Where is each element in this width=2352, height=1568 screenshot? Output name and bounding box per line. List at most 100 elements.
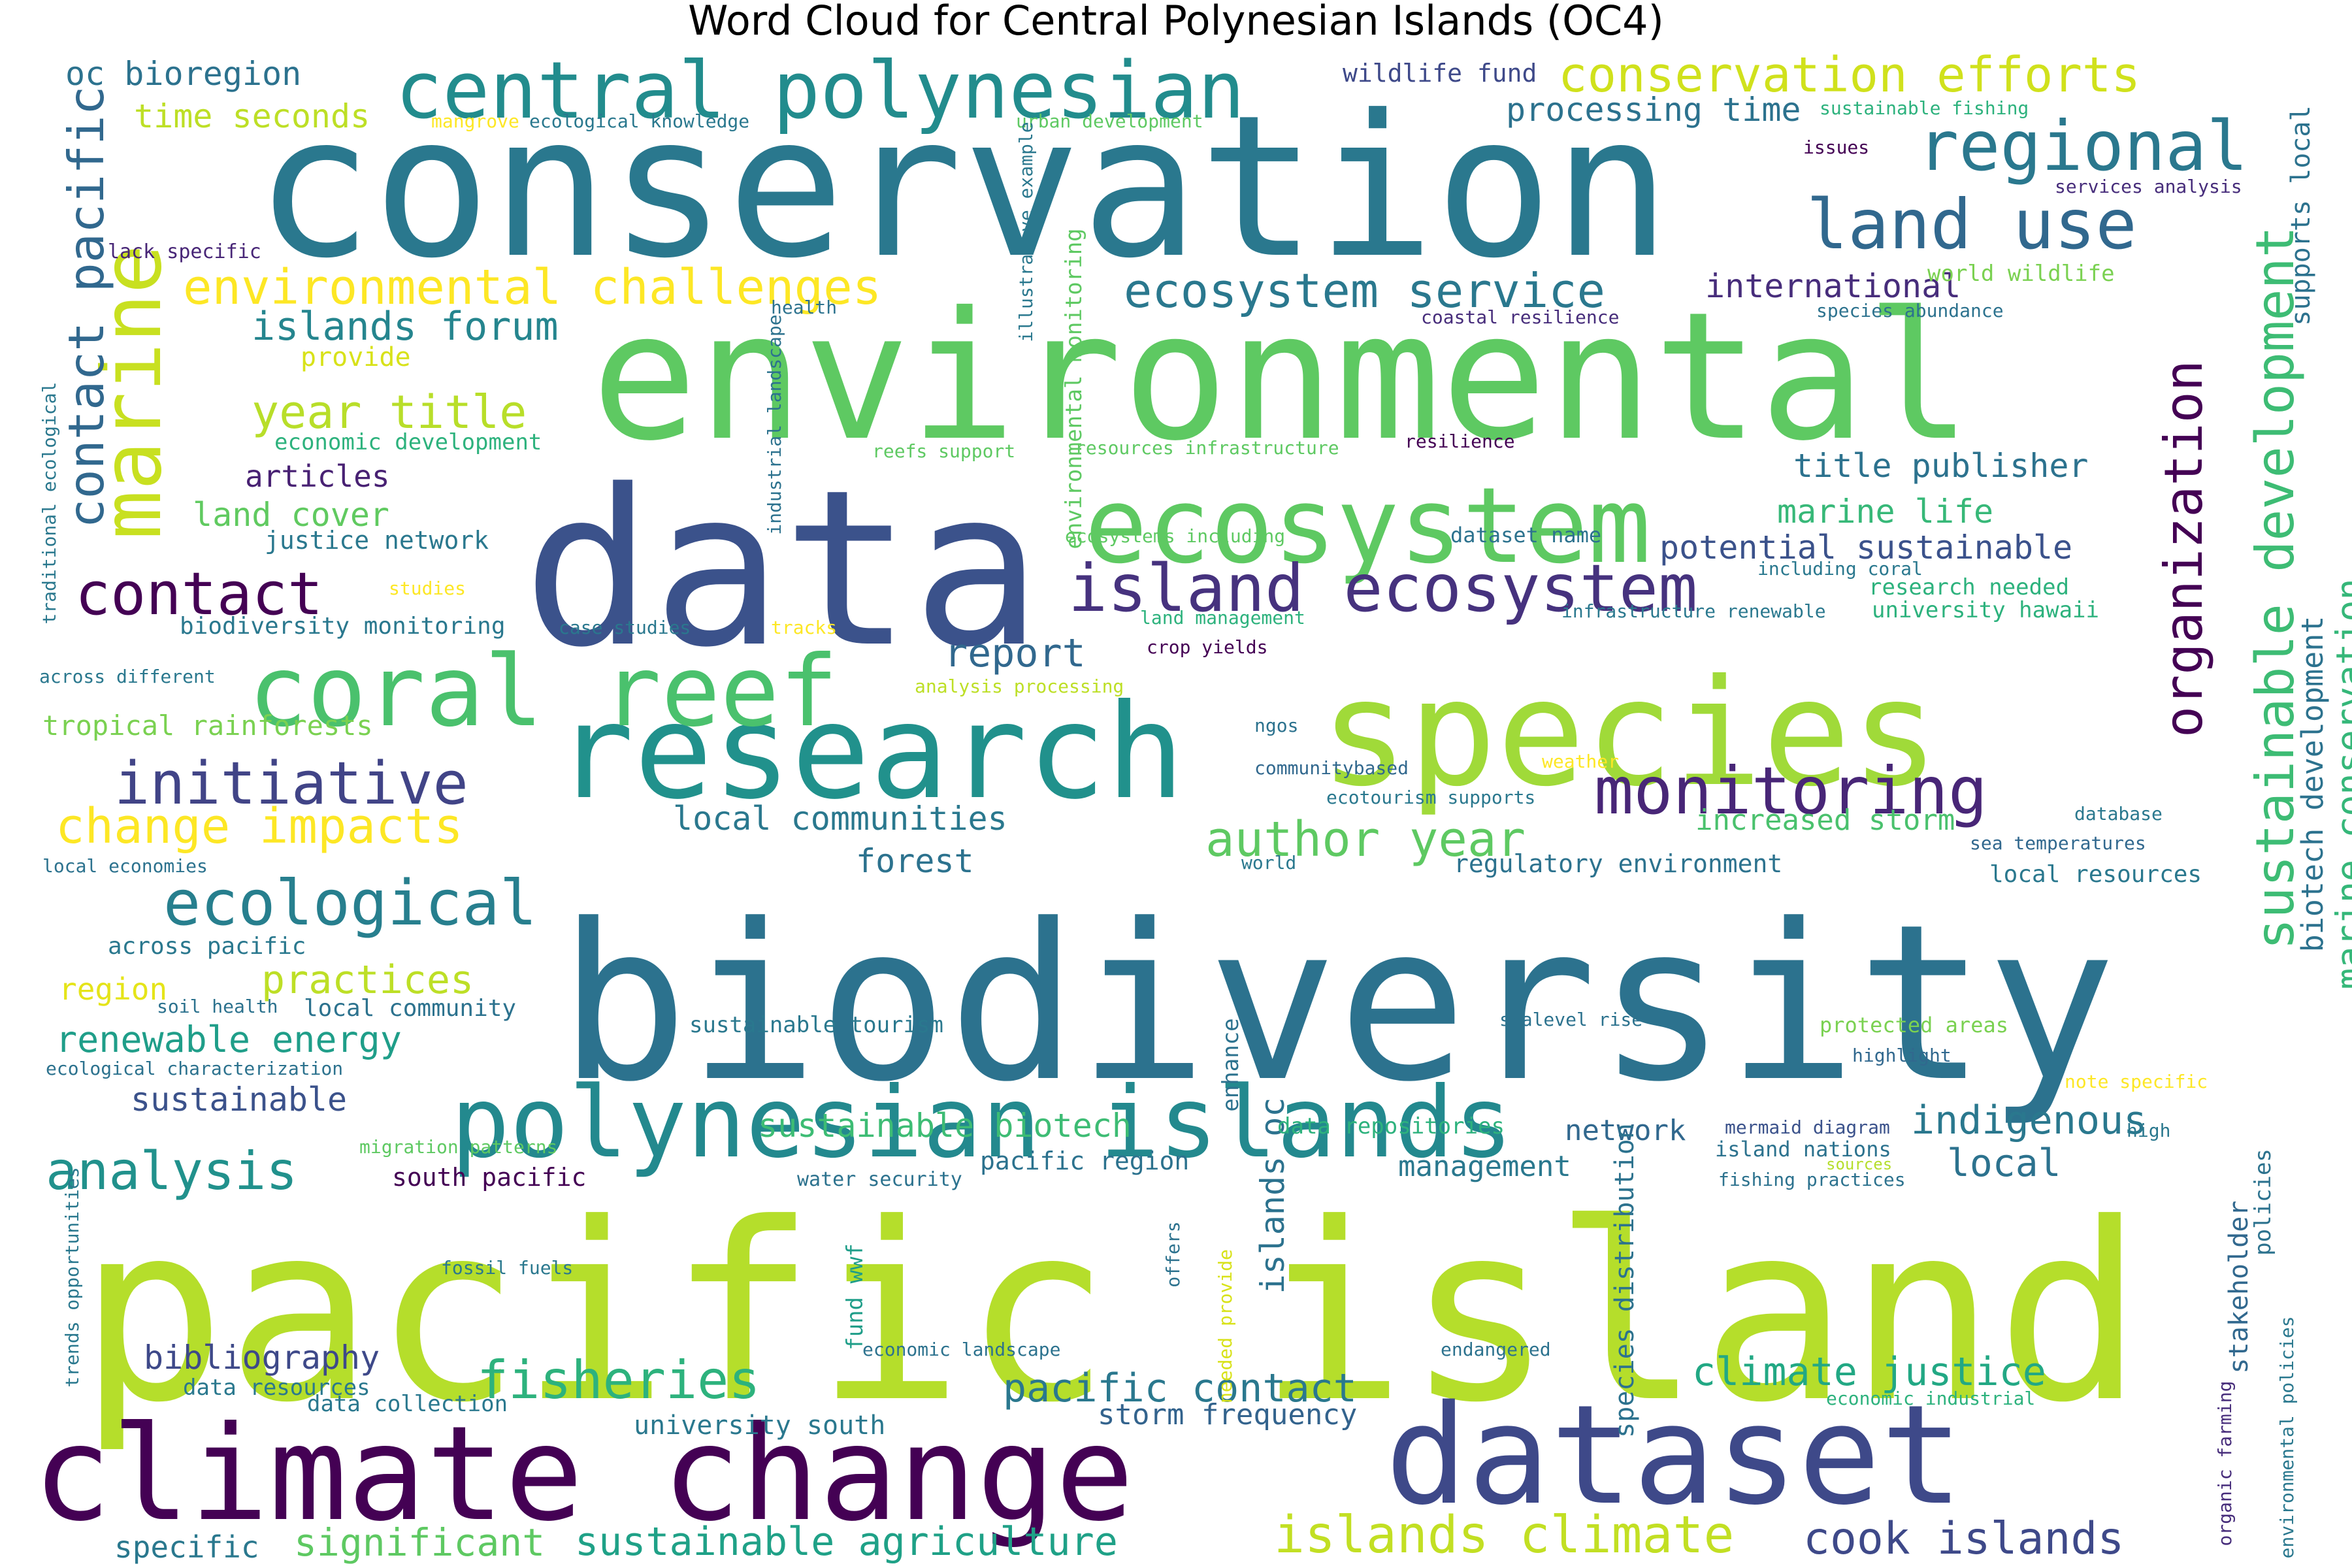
word-species-distribution: species distribution — [1610, 1123, 1640, 1438]
word-case-studies: case studies — [559, 617, 691, 638]
word-management: management — [1398, 1150, 1571, 1183]
word-biodiversity-monitoring: biodiversity monitoring — [180, 613, 506, 640]
word-regulatory-environment: regulatory environment — [1454, 849, 1782, 878]
word-across-pacific: across pacific — [108, 933, 306, 960]
word-fund-wwf: fund wwf — [842, 1243, 868, 1350]
word-world: world — [1241, 852, 1296, 874]
word-industrial-landscape: industrial landscape — [764, 314, 785, 534]
word-significant: significant — [294, 1520, 545, 1565]
word-island-ecosystem: island ecosystem — [1068, 550, 1697, 627]
word-services-analysis: services analysis — [2055, 176, 2242, 197]
word-world-wildlife: world wildlife — [1927, 261, 2115, 287]
word-international: international — [1705, 267, 1961, 305]
word-studies: studies — [389, 578, 466, 599]
word-needed-provide: needed provide — [1215, 1249, 1236, 1403]
word-university-south: university south — [634, 1411, 885, 1441]
word-polynesian-islands: polynesian islands — [451, 1066, 1513, 1180]
word-economic-development: economic development — [274, 429, 542, 455]
word-resilience: resilience — [1405, 431, 1515, 452]
word-pacific-island: pacific island — [78, 1171, 2144, 1456]
word-sealevel-rise: sealevel rise — [1499, 1009, 1642, 1030]
word-storm-frequency: storm frequency — [1098, 1398, 1357, 1431]
word-high: high — [2127, 1120, 2170, 1141]
word-central-polynesian: central polynesian — [395, 46, 1245, 137]
word-environmental: environmental — [591, 274, 1972, 480]
word-lack-specific: lack specific — [108, 240, 261, 263]
word-pacific-contact: pacific contact — [1003, 1365, 1357, 1411]
word-conservation-efforts: conservation efforts — [1558, 47, 2140, 103]
word-data-repositories: data repositories — [1277, 1113, 1505, 1139]
word-processing-time: processing time — [1506, 91, 1801, 129]
word-wildlife-fund: wildlife fund — [1343, 59, 1537, 88]
word-resources-infrastructure: resources infrastructure — [1075, 437, 1339, 459]
word-potential-sustainable: potential sustainable — [1659, 529, 2072, 566]
word-environmental-challenges: environmental challenges — [183, 259, 881, 316]
word-traditional-ecological: traditional ecological — [39, 382, 60, 625]
word-sustainable-tourism: sustainable tourism — [689, 1012, 943, 1038]
word-ecological: ecological — [163, 868, 537, 939]
word-sustainable-biotech: sustainable biotech — [758, 1107, 1132, 1145]
word-tropical-rainforests: tropical rainforests — [42, 710, 373, 742]
word-contact: contact — [75, 560, 323, 629]
word-islands-forum: islands forum — [252, 304, 559, 350]
word-land-use: land use — [1806, 185, 2137, 265]
word-weather: weather — [1542, 751, 1619, 772]
word-specific: specific — [114, 1529, 259, 1565]
word-research: research — [555, 676, 1184, 828]
word-sustainable-development: sustainable development — [2245, 226, 2306, 950]
word-communitybased: communitybased — [1254, 757, 1409, 779]
word-increased-storm: increased storm — [1695, 804, 1955, 837]
word-stakeholder: stakeholder — [2224, 1201, 2254, 1374]
word-across-different: across different — [39, 666, 216, 687]
word-endangered: endangered — [1441, 1339, 1551, 1360]
word-environmental-monitoring: environmental monitoring — [1061, 228, 1087, 549]
word-research-needed: research needed — [1869, 574, 2069, 600]
word-fisheries: fisheries — [477, 1350, 760, 1411]
word-economic-industrial: economic industrial — [1826, 1388, 2035, 1409]
word-ecological-knowledge: ecological knowledge — [529, 110, 749, 132]
word-islands-climate: islands climate — [1274, 1506, 1734, 1565]
word-local-resources: local resources — [1989, 861, 2202, 888]
word-practices: practices — [261, 957, 474, 1003]
word-enhance: enhance — [1218, 1018, 1244, 1111]
word-local-economies: local economies — [42, 855, 208, 877]
word-biotech-development: biotech development — [2295, 616, 2330, 953]
word-local-community: local community — [304, 995, 516, 1022]
word-forest: forest — [856, 842, 974, 880]
word-region: region — [59, 972, 167, 1007]
word-illustrative-example: illustrative example — [1015, 122, 1037, 342]
word-justice-network: justice network — [265, 526, 489, 555]
word-cook-islands: cook islands — [1803, 1513, 2124, 1565]
word-local: local — [1947, 1141, 2061, 1185]
word-marine-conservation: marine conservation — [2328, 578, 2352, 989]
word-contact-pacific: contact pacific — [57, 86, 115, 528]
word-database: database — [2074, 803, 2163, 825]
word-mangrove: mangrove — [431, 110, 519, 132]
word-mermaid-diagram: mermaid diagram — [1725, 1117, 1890, 1138]
word-title-publisher: title publisher — [1793, 447, 2089, 485]
word-reefs-support: reefs support — [872, 440, 1015, 462]
word-offers: offers — [1162, 1221, 1184, 1287]
word-analysis-processing: analysis processing — [915, 676, 1124, 697]
word-oc-bioregion: oc bioregion — [65, 55, 301, 93]
word-migration-patterns: migration patterns — [359, 1136, 557, 1158]
word-land-management: land management — [1140, 607, 1305, 629]
word-islands-oc: islands oc — [1254, 1097, 1292, 1294]
word-regional: regional — [1918, 106, 2248, 186]
word-coastal-resilience: coastal resilience — [1421, 306, 1619, 328]
word-sustainable-agriculture: sustainable agriculture — [575, 1519, 1118, 1565]
word-change-impacts: change impacts — [56, 798, 463, 855]
word-fossil-fuels: fossil fuels — [441, 1257, 573, 1279]
word-time-seconds: time seconds — [134, 97, 370, 135]
word-soil-health: soil health — [157, 996, 278, 1017]
word-renewable-energy: renewable energy — [56, 1019, 402, 1060]
word-urban-development: urban development — [1016, 110, 1203, 132]
word-sea-temperatures: sea temperatures — [1970, 832, 2146, 854]
word-data: data — [523, 444, 1042, 694]
word-university-hawaii: university hawaii — [1872, 597, 2099, 623]
word-tracks: tracks — [771, 617, 837, 638]
word-provide: provide — [301, 342, 411, 372]
word-data-collection: data collection — [307, 1391, 508, 1417]
word-note-specific: note specific — [2065, 1071, 2208, 1092]
